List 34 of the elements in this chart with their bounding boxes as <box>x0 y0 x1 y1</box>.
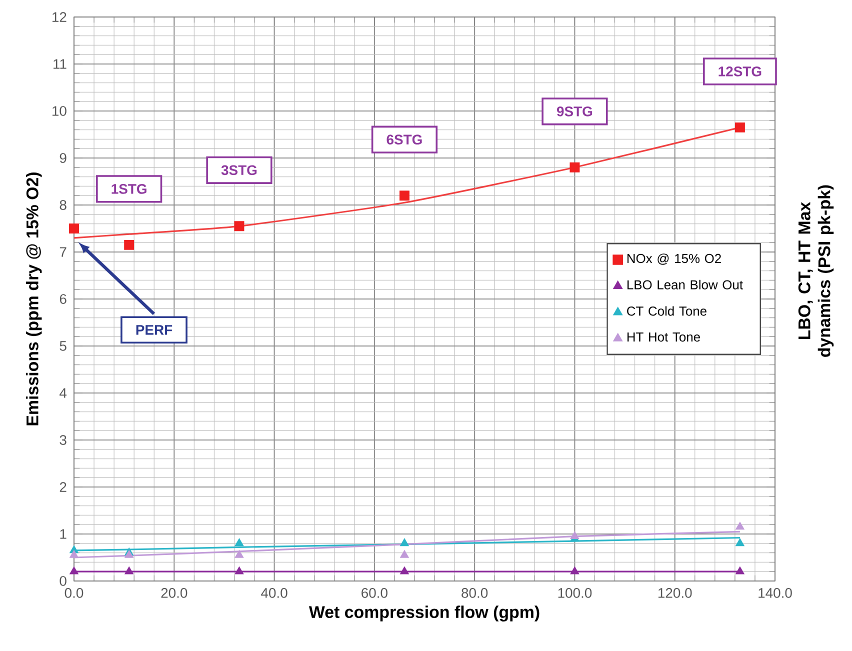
annotation: 6STG <box>386 134 422 145</box>
annotation: PERF <box>136 325 172 335</box>
y-tick-label: 10 <box>52 106 66 116</box>
y-tick-label: 11 <box>54 59 66 69</box>
y-tick-label: 6 <box>60 294 66 304</box>
x-axis-title: Wet compression flow (gpm) <box>308 606 540 622</box>
x-tick-label: 140.0 <box>758 588 792 598</box>
x-tick-label: 100.0 <box>558 588 592 598</box>
legend-label: NOx @ 15% O2 <box>627 254 721 265</box>
y-axis-title: Emissions (ppm dry @ 15% O2) <box>26 172 42 426</box>
y-tick-label: 3 <box>60 435 66 445</box>
y2-axis-title: LBO, CT, HT Max dynamics (PSI pk-pk) <box>798 185 834 357</box>
annotation: 9STG <box>556 106 592 116</box>
y-tick-label: 7 <box>60 247 66 257</box>
x-tick-label: 120.0 <box>658 588 692 598</box>
y-tick-label: 2 <box>60 482 66 492</box>
y-tick-label: 9 <box>60 153 66 163</box>
x-tick-label: 20.0 <box>161 588 188 598</box>
y-tick-label: 12 <box>52 12 66 22</box>
y-tick-label: 0 <box>60 576 66 586</box>
legend-label: HT Hot Tone <box>627 332 700 342</box>
annotation: 1STG <box>112 184 146 194</box>
legend-label: CT Cold Tone <box>627 306 706 316</box>
y-tick-label: 5 <box>60 341 66 351</box>
x-tick-label: 40.0 <box>261 588 288 598</box>
x-tick-label: 60.0 <box>362 588 388 598</box>
x-tick-label: 80.0 <box>462 588 488 598</box>
y-tick-label: 4 <box>60 388 67 398</box>
x-tick-label: 0.0 <box>64 588 84 598</box>
annotation: 3STG <box>221 165 257 176</box>
legend-label: LBO Lean Blow Out <box>627 280 743 290</box>
y-tick-label: 1 <box>60 529 66 539</box>
annotation: 12STG <box>718 66 762 76</box>
y-tick-label: 8 <box>60 200 66 210</box>
